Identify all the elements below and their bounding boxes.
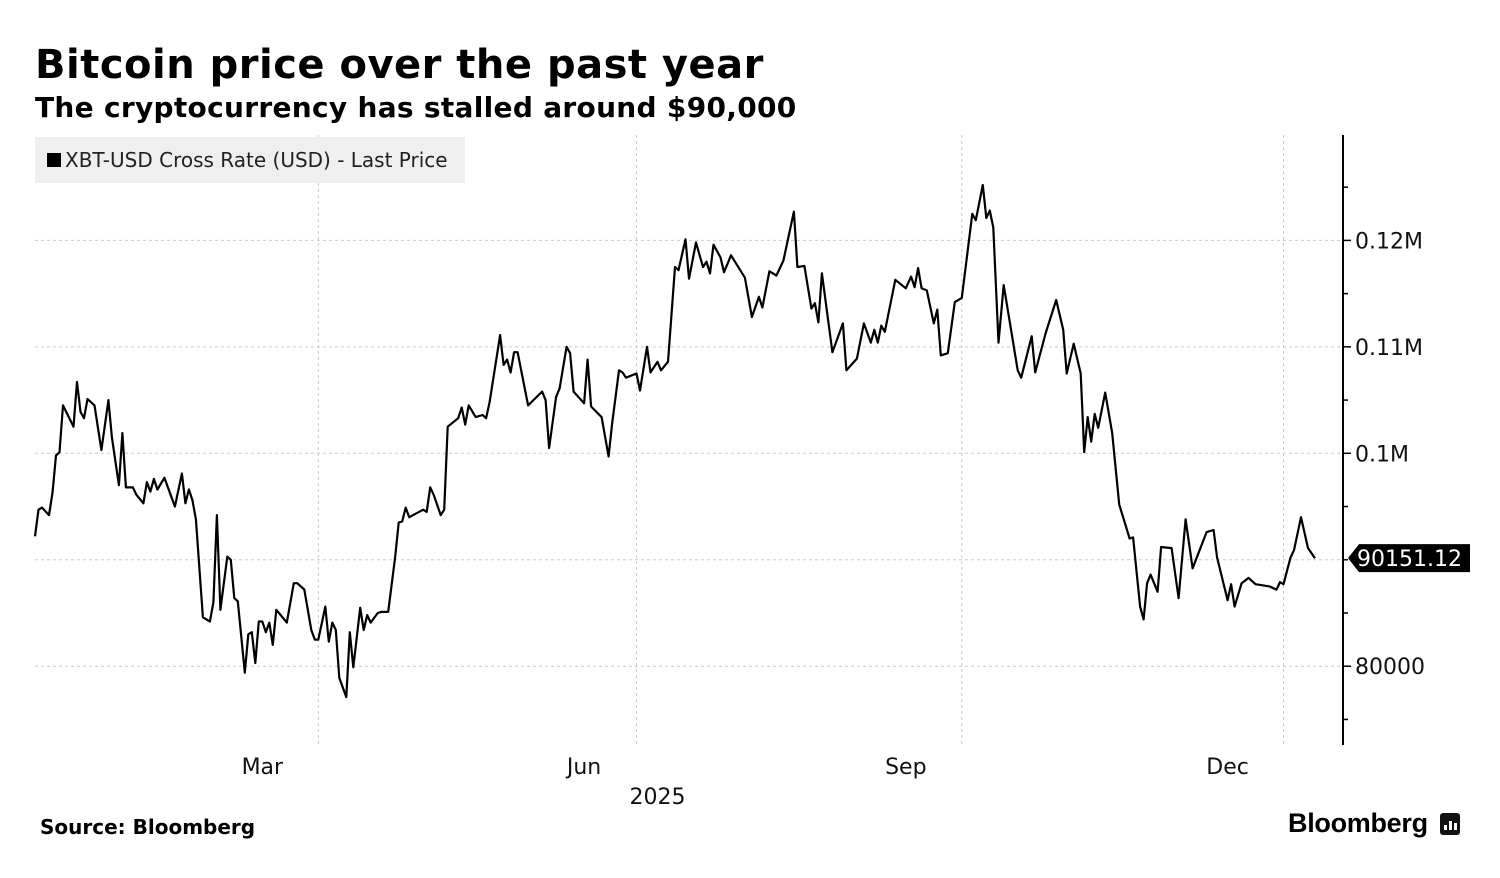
x-tick-label: Mar — [242, 755, 284, 780]
bar-chart-icon — [1439, 812, 1460, 835]
x-tick-label: Dec — [1206, 755, 1249, 780]
chart-subtitle: The cryptocurrency has stalled around $9… — [35, 91, 797, 124]
last-price-label: 90151.12 — [1357, 547, 1462, 572]
source-note: Source: Bloomberg — [40, 815, 256, 839]
logo-text: Bloomberg — [1288, 808, 1428, 838]
legend: XBT-USD Cross Rate (USD) - Last Price — [35, 137, 465, 183]
x-axis-labels: Mar Jun Sep Dec 2025 — [242, 755, 1249, 810]
legend-label: XBT-USD Cross Rate (USD) - Last Price — [65, 148, 448, 172]
x-tick-label: Jun — [565, 755, 601, 780]
last-price-badge: 90151.12 — [1348, 544, 1470, 573]
x-tick-label: Sep — [885, 755, 926, 780]
bloomberg-logo: Bloomberg — [1288, 808, 1460, 839]
y-axis: 0.12M 0.11M 0.1M 80000 — [1342, 135, 1425, 745]
price-line — [33, 183, 1316, 699]
y-tick-label: 80000 — [1355, 655, 1425, 680]
grid-lines — [35, 135, 1343, 745]
y-tick-label: 0.1M — [1355, 442, 1409, 467]
last-price-badge-bg — [1348, 544, 1470, 573]
y-tick-label: 0.11M — [1355, 336, 1423, 361]
legend-swatch — [47, 153, 61, 167]
chart-title: Bitcoin price over the past year — [35, 42, 764, 88]
x-year-label: 2025 — [630, 785, 686, 810]
y-tick-label: 0.12M — [1355, 229, 1423, 254]
